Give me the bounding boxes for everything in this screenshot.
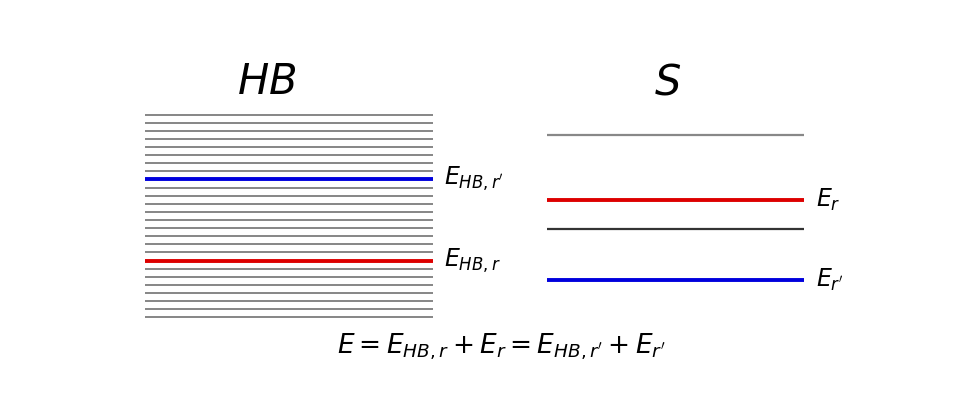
Text: $E_{r'}$: $E_{r'}$ bbox=[815, 267, 842, 293]
Text: $\mathit{HB}$: $\mathit{HB}$ bbox=[236, 61, 296, 103]
Text: $E_{HB,r'}$: $E_{HB,r'}$ bbox=[444, 166, 504, 194]
Text: $E_{HB,r}$: $E_{HB,r}$ bbox=[444, 247, 500, 275]
Text: $E = E_{HB,r} + E_r = E_{HB,r'} + E_{r'}$: $E = E_{HB,r} + E_r = E_{HB,r'} + E_{r'}… bbox=[336, 332, 665, 362]
Text: $E_r$: $E_r$ bbox=[815, 187, 839, 213]
Text: $\mathit{S}$: $\mathit{S}$ bbox=[654, 61, 681, 103]
